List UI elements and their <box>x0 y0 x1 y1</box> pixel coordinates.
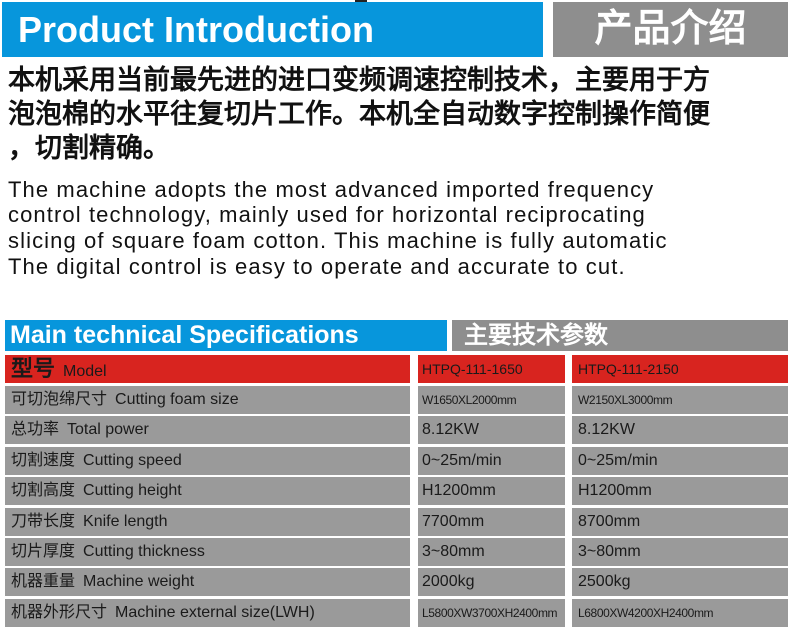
model-2: HTPQ-111-2150 <box>572 355 788 383</box>
spec-value-1: 3~80mm <box>418 538 565 566</box>
spec-value-1: L5800XW3700XH2400mm <box>418 598 565 627</box>
spec-label-cell: 刀带长度 Knife length <box>5 507 410 536</box>
specs-title-en: Main technical Specifications <box>5 320 447 351</box>
spec-label-cn: 切割速度 <box>11 451 76 469</box>
section-title-en: Product Introduction <box>2 2 543 57</box>
spec-value-2: 8.12KW <box>572 416 788 445</box>
spec-label-cell: 切割速度 Cutting speed <box>5 446 410 475</box>
spec-label-cn: 刀带长度 <box>11 512 76 530</box>
spec-label-en: Cutting speed <box>83 451 182 469</box>
spec-label-cell: 可切泡绵尺寸 Cutting foam size <box>5 386 410 414</box>
spec-label-cn: 切割高度 <box>11 482 76 500</box>
spec-value-2: 0~25m/min <box>572 446 788 475</box>
spec-value-2: 2500kg <box>572 568 788 597</box>
spec-label-en: Cutting foam size <box>115 391 239 408</box>
spec-label-cell: 总功率 Total power <box>5 416 410 445</box>
spec-value-2: L6800XW4200XH2400mm <box>572 598 788 627</box>
intro-en-line: control technology, mainly used for hori… <box>8 202 646 227</box>
spec-label-cn: 机器重量 <box>11 573 76 591</box>
spec-label-cell: 切片厚度 Cutting thickness <box>5 538 410 566</box>
spec-label-cn: 机器外形尺寸 <box>11 603 108 621</box>
spec-label-en: Machine external size(LWH) <box>115 603 315 621</box>
spec-value-1: 7700mm <box>418 507 565 536</box>
intro-en-line: slicing of square foam cotton. This mach… <box>8 228 668 253</box>
spec-value-2: 8700mm <box>572 507 788 536</box>
spec-label-cn: 切片厚度 <box>11 543 76 560</box>
spec-label-cn: 可切泡绵尺寸 <box>11 391 108 408</box>
spec-value-1: 8.12KW <box>418 416 565 445</box>
model-label-en: Model <box>63 363 107 380</box>
model-label-cn: 型号 <box>11 356 56 381</box>
spec-label-en: Cutting thickness <box>83 543 205 560</box>
spec-value-1: 2000kg <box>418 568 565 597</box>
spec-label-en: Knife length <box>83 512 168 530</box>
intro-en-line: The digital control is easy to operate a… <box>8 254 626 279</box>
spec-value-1: W1650XL2000mm <box>418 386 565 414</box>
spec-label-cn: 总功率 <box>11 421 60 439</box>
spec-label-en: Total power <box>67 421 149 439</box>
spec-label-cell: 机器重量 Machine weight <box>5 568 410 597</box>
spec-label-cell: 机器外形尺寸 Machine external size(LWH) <box>5 598 410 627</box>
spec-value-2: H1200mm <box>572 477 788 506</box>
section-title-cn: 产品介绍 <box>553 2 788 57</box>
intro-cn-line: ，切割精确。 <box>8 133 170 163</box>
spec-label-cell: 切割高度 Cutting height <box>5 477 410 506</box>
spec-label-en: Cutting height <box>83 482 182 500</box>
intro-cn-line: 本机采用当前最先进的进口变频调速控制技术，主要用于方 <box>8 65 710 95</box>
spec-value-1: 0~25m/min <box>418 446 565 475</box>
spec-label-en: Machine weight <box>83 573 195 591</box>
spec-value-2: W2150XL3000mm <box>572 386 788 414</box>
model-1: HTPQ-111-1650 <box>418 355 565 383</box>
intro-cn-line: 泡泡棉的水平往复切片工作。本机全自动数字控制操作简便 <box>8 99 710 129</box>
spec-value-1: H1200mm <box>418 477 565 506</box>
intro-en-line: The machine adopts the most advanced imp… <box>8 177 655 202</box>
spec-value-2: 3~80mm <box>572 538 788 566</box>
model-label-cell: 型号 Model <box>5 355 410 383</box>
top-mark <box>355 0 367 3</box>
specs-title-cn: 主要技术参数 <box>452 320 788 351</box>
